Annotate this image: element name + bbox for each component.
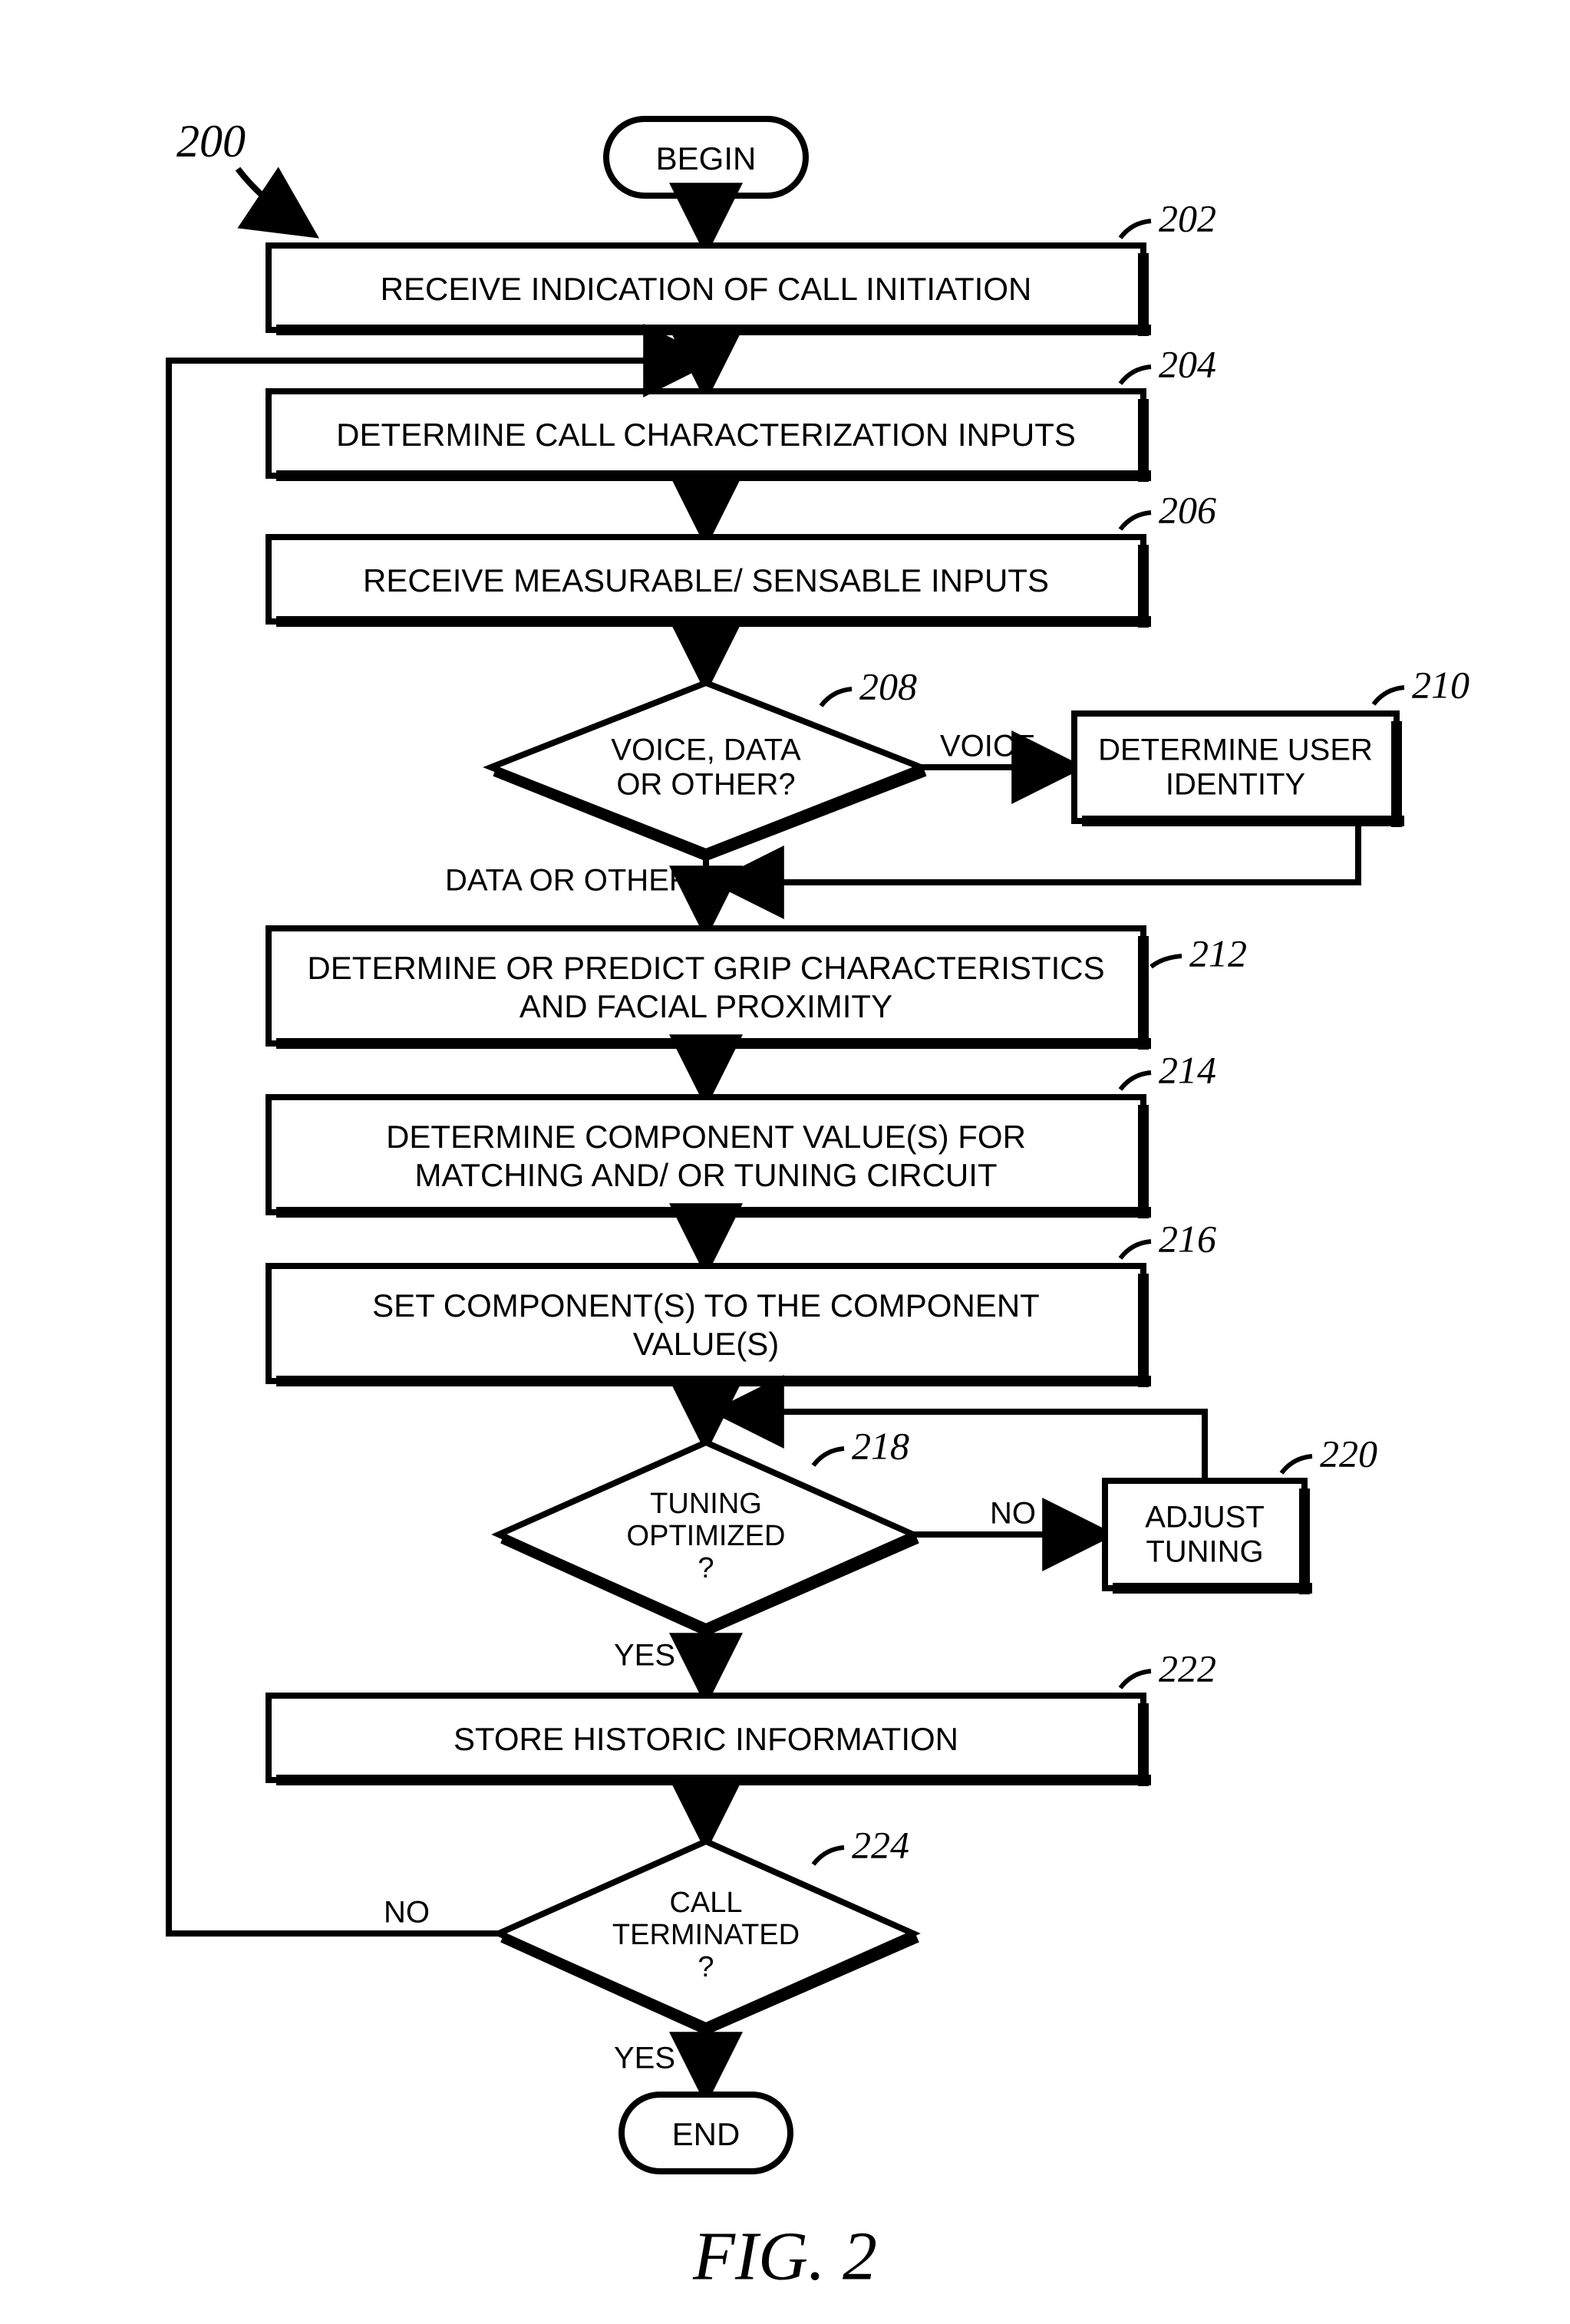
node-220-line1: TUNING: [1146, 1535, 1263, 1569]
node-206-line0: RECEIVE MEASURABLE/ SENSABLE INPUTS: [363, 562, 1049, 598]
node-204-line0: DETERMINE CALL CHARACTERIZATION INPUTS: [336, 417, 1076, 453]
node-202-line0: RECEIVE INDICATION OF CALL INITIATION: [381, 271, 1032, 307]
edge-224-no-label: NO: [384, 1896, 430, 1930]
node-210-line0: DETERMINE USER: [1098, 733, 1373, 767]
ref-218: 218: [852, 1424, 909, 1467]
diagram-ref: 200: [176, 116, 246, 166]
diagram-ref-arrow: [238, 169, 307, 230]
ref-222: 222: [1159, 1647, 1216, 1689]
ref-204: 204: [1159, 342, 1216, 385]
ref-210-tick: [1374, 687, 1404, 704]
node-222-line0: STORE HISTORIC INFORMATION: [454, 1721, 958, 1757]
node-220: ADJUST TUNING: [1105, 1481, 1312, 1594]
ref-206: 206: [1159, 488, 1216, 531]
node-212-line0: DETERMINE OR PREDICT GRIP CHARACTERISTIC…: [307, 950, 1104, 986]
begin-label: BEGIN: [656, 140, 757, 176]
node-216-line1: VALUE(S): [633, 1326, 780, 1362]
node-210: DETERMINE USER IDENTITY: [1074, 714, 1404, 827]
edge-208-data-label: DATA OR OTHER: [445, 864, 691, 898]
node-212-line1: AND FACIAL PROXIMITY: [519, 988, 892, 1024]
node-224-line1: TERMINATED: [612, 1919, 800, 1951]
ref-212: 212: [1189, 931, 1247, 974]
node-216: SET COMPONENT(S) TO THE COMPONENT VALUE(…: [269, 1266, 1151, 1387]
ref-214-tick: [1120, 1073, 1151, 1089]
node-214-line1: MATCHING AND/ OR TUNING CIRCUIT: [414, 1157, 997, 1193]
ref-218-tick: [813, 1449, 844, 1465]
node-214-line0: DETERMINE COMPONENT VALUE(S) FOR: [386, 1119, 1026, 1155]
node-222: STORE HISTORIC INFORMATION: [269, 1696, 1151, 1786]
node-224: CALL TERMINATED ?: [499, 1841, 917, 2029]
ref-202: 202: [1159, 196, 1216, 239]
edge-208-voice-label: VOICE: [940, 730, 1035, 763]
node-218: TUNING OPTIMIZED ?: [499, 1442, 917, 1630]
node-206: RECEIVE MEASURABLE/ SENSABLE INPUTS: [269, 537, 1151, 628]
ref-208: 208: [859, 664, 917, 707]
ref-202-tick: [1120, 221, 1151, 238]
end-node: END: [622, 2095, 790, 2171]
node-216-line0: SET COMPONENT(S) TO THE COMPONENT: [372, 1287, 1040, 1324]
ref-208-tick: [821, 689, 852, 706]
ref-220-tick: [1281, 1456, 1312, 1473]
ref-222-tick: [1120, 1671, 1151, 1688]
node-202: RECEIVE INDICATION OF CALL INITIATION: [269, 246, 1151, 336]
figure-label: FIG. 2: [692, 2219, 877, 2295]
edge-224-yes-label: YES: [614, 2042, 675, 2075]
ref-206-tick: [1120, 513, 1151, 529]
node-212: DETERMINE OR PREDICT GRIP CHARACTERISTIC…: [269, 928, 1151, 1050]
node-210-line1: IDENTITY: [1166, 768, 1305, 802]
begin-node: BEGIN: [606, 119, 806, 196]
node-214: DETERMINE COMPONENT VALUE(S) FOR MATCHIN…: [269, 1097, 1151, 1218]
node-224-line0: CALL: [669, 1887, 742, 1919]
ref-220: 220: [1320, 1432, 1377, 1475]
ref-210: 210: [1412, 663, 1469, 706]
ref-216: 216: [1159, 1217, 1216, 1260]
flowchart: 200 BEGIN RECEIVE INDICATION OF CALL INI…: [0, 0, 1570, 2324]
node-218-line0: TUNING: [650, 1488, 762, 1520]
edge-218-yes-label: YES: [614, 1639, 675, 1673]
node-204: DETERMINE CALL CHARACTERIZATION INPUTS: [269, 391, 1151, 482]
edge-218-no-label: NO: [990, 1497, 1036, 1531]
edge-220-loop: [725, 1412, 1205, 1481]
node-208: VOICE, DATA OR OTHER?: [491, 683, 925, 855]
node-218-line2: ?: [698, 1552, 714, 1584]
ref-214: 214: [1159, 1048, 1216, 1091]
node-208-line0: VOICE, DATA: [611, 733, 801, 767]
ref-216-tick: [1120, 1241, 1151, 1258]
node-218-line1: OPTIMIZED: [627, 1520, 786, 1552]
node-220-line0: ADJUST: [1145, 1501, 1265, 1534]
ref-224: 224: [852, 1823, 909, 1866]
node-224-line2: ?: [698, 1951, 714, 1983]
ref-212-tick: [1151, 956, 1182, 967]
node-208-line1: OR OTHER?: [616, 768, 795, 802]
ref-224-tick: [813, 1848, 844, 1864]
end-label: END: [672, 2116, 740, 2152]
edge-210-merge: [725, 821, 1358, 882]
ref-204-tick: [1120, 367, 1151, 384]
